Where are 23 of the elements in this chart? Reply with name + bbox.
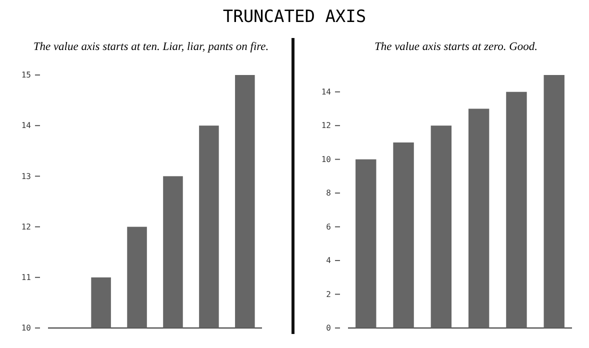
y-tick-label: 15 [21, 70, 32, 80]
chart-subtitle: The value axis starts at ten. Liar, liar, pants on fire. [33, 41, 269, 53]
y-tick-label: 14 [321, 87, 332, 96]
y-tick-label: 6 [326, 222, 332, 232]
bar [468, 108, 490, 328]
y-tick-label: 12 [21, 222, 32, 232]
y-tick-label: 14 [21, 121, 32, 130]
y-tick-label: 10 [21, 324, 32, 333]
y-tick-label: 12 [321, 121, 332, 130]
chart-title: TRUNCATED AXIS [222, 7, 366, 27]
bar [506, 92, 527, 328]
bar [430, 126, 452, 328]
bar [544, 75, 564, 328]
y-tick-label: 2 [326, 290, 332, 299]
bar [393, 142, 414, 328]
chart-subtitle: The value axis starts at zero. Good. [374, 41, 538, 53]
y-tick-label: 4 [326, 256, 332, 266]
y-tick-label: 13 [21, 172, 32, 181]
y-tick-label: 8 [326, 188, 332, 198]
y-tick-label: 10 [321, 154, 332, 164]
bar [356, 159, 376, 328]
y-tick-label: 11 [21, 272, 32, 282]
y-tick-label: 0 [326, 324, 332, 333]
